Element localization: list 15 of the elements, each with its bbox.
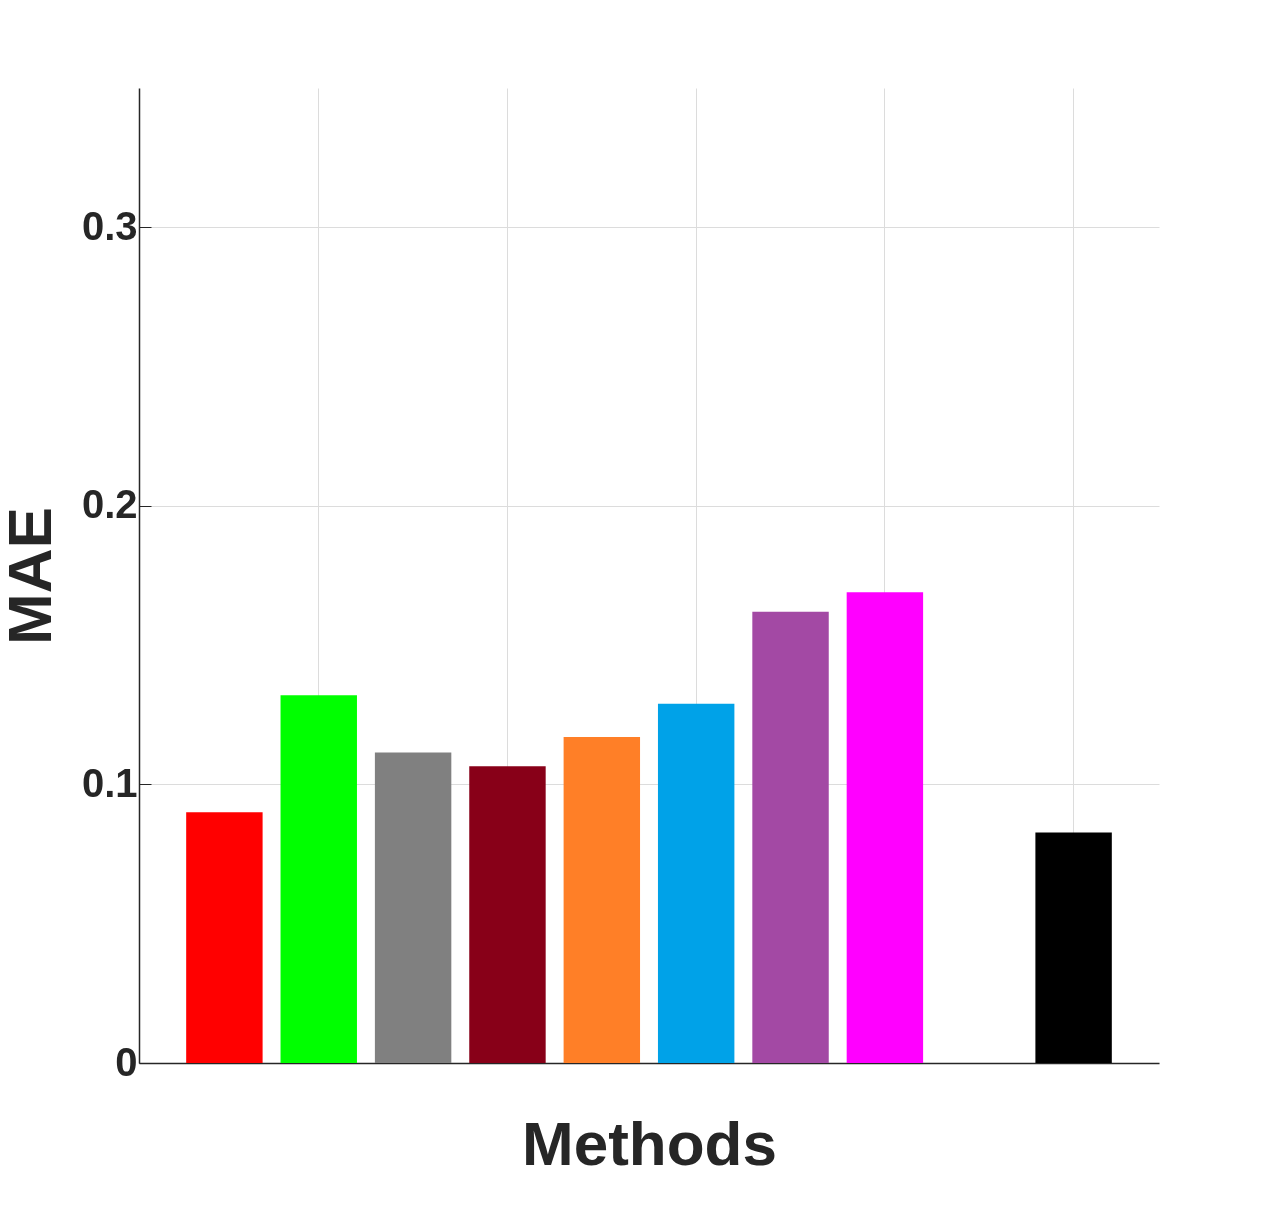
y-axis-title: MAE — [0, 507, 64, 645]
bar — [186, 812, 263, 1063]
y-tick-label: 0.2 — [81, 482, 138, 527]
bar — [469, 766, 546, 1063]
x-axis-title: Methods — [522, 1108, 777, 1178]
bar — [374, 752, 452, 1063]
bar — [846, 592, 924, 1063]
y-tick-label: 0.3 — [81, 203, 138, 248]
bar — [752, 611, 829, 1063]
bar — [657, 703, 735, 1063]
bar — [1035, 832, 1112, 1063]
bar — [563, 737, 641, 1063]
y-tick-label: 0.1 — [81, 760, 138, 805]
y-tick-label: 0 — [115, 1039, 138, 1084]
bar — [280, 695, 357, 1063]
